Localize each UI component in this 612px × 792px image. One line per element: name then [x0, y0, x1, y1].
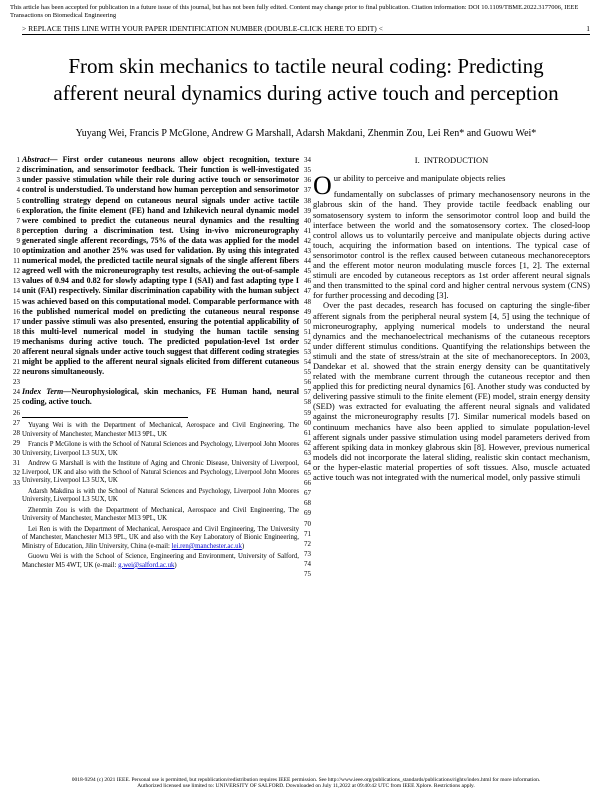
section-title: INTRODUCTION: [424, 155, 488, 165]
first-line: ur ability to perceive and manipulate ob…: [334, 173, 506, 183]
email-link-ren[interactable]: lei.ren@manchester.ac.uk: [172, 543, 242, 550]
header-left: > REPLACE THIS LINE WITH YOUR PAPER IDEN…: [22, 24, 383, 33]
abstract: Abstract— First order cutaneous neurons …: [22, 155, 299, 377]
email-link-wei[interactable]: g.wei@salford.ac.uk: [118, 562, 174, 569]
left-column: 1 2 3 4 5 6 7 8 9 10 11 12 13 14 15 16 1…: [22, 155, 299, 572]
abstract-text: First order cutaneous neurons allow obje…: [22, 155, 299, 376]
page-number: 1: [586, 24, 590, 33]
paper-title: From skin mechanics to tactile neural co…: [0, 35, 612, 116]
author-list: Yuyang Wei, Francis P McGlone, Andrew G …: [0, 115, 612, 155]
intro-paragraph-1: Our ability to perceive and manipulate o…: [313, 173, 590, 300]
affiliation-rule: [22, 417, 188, 418]
index-terms-label: Index Term—: [22, 387, 71, 396]
section-1-heading: I. INTRODUCTION: [313, 155, 590, 165]
affil-5: Zhenmin Zou is with the Department of Me…: [22, 507, 299, 524]
affil-2: Francis P McGlone is with the School of …: [22, 441, 299, 458]
affil-3: Andrew G Marshall is with the Institute …: [22, 460, 299, 485]
affil-4: Adarsh Makdina is with the School of Nat…: [22, 488, 299, 505]
line-numbers-left: 1 2 3 4 5 6 7 8 9 10 11 12 13 14 15 16 1…: [8, 155, 20, 488]
acceptance-banner: This article has been accepted for publi…: [0, 0, 612, 22]
dropcap: O: [313, 173, 334, 197]
affil-1: Yuyang Wei is with the Department of Mec…: [22, 422, 299, 439]
body-rest: fundamentally on subclasses of primary m…: [313, 189, 590, 300]
running-header: > REPLACE THIS LINE WITH YOUR PAPER IDEN…: [0, 22, 612, 33]
index-terms: Index Term—Neurophysiological, skin mech…: [22, 387, 299, 407]
section-number: I.: [415, 155, 420, 165]
license-line: Authorized licensed use limited to: UNIV…: [10, 783, 602, 790]
affil-7: Guowu Wei is with the School of Science,…: [22, 553, 299, 570]
line-numbers-right: 34 35 36 37 38 39 40 41 42 43 44 45 46 4…: [299, 155, 311, 579]
page-footer: 0018-9294 (c) 2021 IEEE. Personal use is…: [0, 777, 612, 790]
affiliations: Yuyang Wei is with the Department of Mec…: [22, 422, 299, 570]
affil-6: Lei Ren is with the Department of Mechan…: [22, 526, 299, 551]
intro-paragraph-2: Over the past decades, research has focu…: [313, 300, 590, 482]
abstract-label: Abstract—: [22, 155, 58, 164]
right-column: 34 35 36 37 38 39 40 41 42 43 44 45 46 4…: [313, 155, 590, 572]
